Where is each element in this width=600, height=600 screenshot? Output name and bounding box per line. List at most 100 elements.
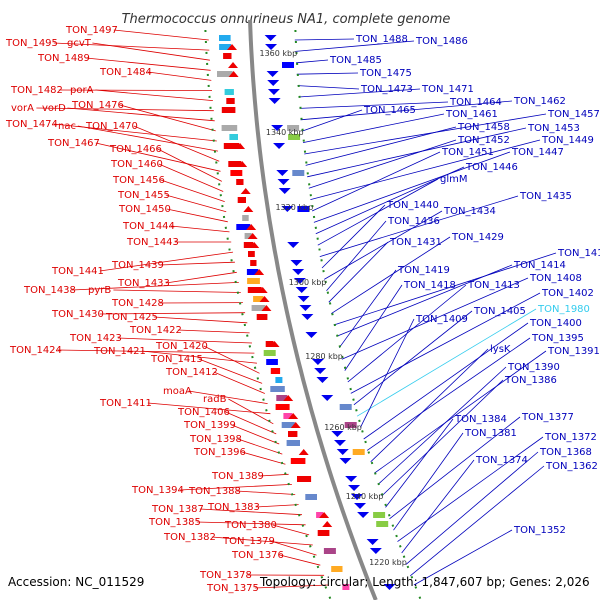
right-gene-label[interactable]: TON_1431 xyxy=(389,237,442,248)
gene-block-outer[interactable] xyxy=(305,494,317,500)
gene-block-outer[interactable] xyxy=(250,260,257,266)
gene-arrow-inner[interactable] xyxy=(297,296,310,302)
gene-arrow-inner[interactable] xyxy=(311,359,324,365)
gene-arrow-inner[interactable] xyxy=(295,287,308,293)
right-gene-label[interactable]: glmM xyxy=(440,174,468,185)
right-gene-label[interactable]: TON_1980 xyxy=(537,304,590,315)
gene-arrow-inner[interactable] xyxy=(314,368,327,374)
right-gene-label[interactable]: TON_1447 xyxy=(511,147,564,158)
gene-block-outer[interactable] xyxy=(290,458,306,464)
gene-block-outer[interactable] xyxy=(317,530,330,536)
gene-block-outer[interactable] xyxy=(283,413,293,419)
gene-arrow-outer[interactable] xyxy=(269,341,280,347)
gene-arrow-outer[interactable] xyxy=(249,242,260,248)
left-gene-label[interactable]: TON_1412 xyxy=(165,367,218,378)
gene-arrow-inner[interactable] xyxy=(357,512,370,518)
left-gene-label[interactable]: pyrB xyxy=(88,285,111,296)
gene-block-outer[interactable] xyxy=(251,305,266,311)
right-gene-label[interactable]: TON_1409 xyxy=(415,314,468,325)
gene-arrow-inner[interactable] xyxy=(292,269,305,275)
gene-arrow-inner[interactable] xyxy=(336,449,349,455)
gene-arrow-inner[interactable] xyxy=(265,44,278,50)
gene-arrow-outer[interactable] xyxy=(319,512,330,518)
gene-block-outer[interactable] xyxy=(221,125,238,131)
left-gene-label[interactable]: TON_1460 xyxy=(110,159,163,170)
gene-arrow-inner[interactable] xyxy=(273,143,286,149)
gene-block-outer[interactable] xyxy=(236,179,244,185)
gene-arrow-outer[interactable] xyxy=(243,206,254,212)
right-gene-label[interactable]: TON_1452 xyxy=(457,135,510,146)
gene-arrow-outer[interactable] xyxy=(227,44,238,50)
gene-block-outer[interactable] xyxy=(256,314,268,320)
gene-arrow-inner[interactable] xyxy=(351,494,364,500)
right-gene-label[interactable]: TON_1462 xyxy=(513,96,566,107)
right-gene-label[interactable]: TON_1453 xyxy=(527,123,580,134)
gene-block-inner[interactable] xyxy=(376,521,389,527)
right-gene-label[interactable]: lysK xyxy=(490,344,511,355)
left-gene-label[interactable]: TON_1497 xyxy=(65,25,118,36)
left-gene-label[interactable]: porA xyxy=(70,85,94,96)
right-gene-label[interactable]: TON_1464 xyxy=(449,97,502,108)
left-gene-label[interactable]: TON_1396 xyxy=(193,447,246,458)
gene-block-outer[interactable] xyxy=(237,197,246,203)
left-gene-label[interactable]: TON_1439 xyxy=(111,260,164,271)
left-gene-label[interactable]: TON_1380 xyxy=(224,520,277,531)
gene-block-outer[interactable] xyxy=(236,224,251,230)
gene-block-inner[interactable] xyxy=(352,449,365,455)
right-gene-label[interactable]: TON_1418 xyxy=(403,280,456,291)
left-gene-label[interactable]: TON_1421 xyxy=(93,346,146,357)
gene-block-outer[interactable] xyxy=(342,584,350,590)
gene-block-outer[interactable] xyxy=(297,476,312,482)
right-gene-label[interactable]: TON_1449 xyxy=(541,135,594,146)
gene-arrow-inner[interactable] xyxy=(354,503,367,509)
gene-block-inner[interactable] xyxy=(292,170,305,176)
left-gene-label[interactable]: TON_1389 xyxy=(211,471,264,482)
gene-arrow-inner[interactable] xyxy=(348,485,361,491)
left-gene-label[interactable]: TON_1425 xyxy=(105,312,158,323)
gene-block-outer[interactable] xyxy=(219,35,231,41)
gene-block-outer[interactable] xyxy=(246,269,259,275)
left-gene-label[interactable]: vorD xyxy=(42,103,66,114)
left-gene-label[interactable]: TON_1378 xyxy=(199,570,252,581)
right-gene-label[interactable]: TON_1413 xyxy=(467,280,520,291)
gene-arrow-inner[interactable] xyxy=(366,539,379,545)
gene-block-inner[interactable] xyxy=(282,62,294,68)
gene-block-outer[interactable] xyxy=(229,134,238,140)
right-gene-label[interactable]: TON_1390 xyxy=(507,362,560,373)
right-gene-label[interactable]: TON_1381 xyxy=(464,428,517,439)
right-gene-label[interactable]: TON_1435 xyxy=(519,191,572,202)
right-gene-label[interactable]: TON_1488 xyxy=(355,34,408,45)
right-gene-label[interactable]: TON_1391 xyxy=(547,346,600,357)
left-gene-label[interactable]: TON_1466 xyxy=(109,144,162,155)
right-gene-label[interactable]: TON_1395 xyxy=(531,333,584,344)
left-gene-label[interactable]: radB xyxy=(203,394,227,405)
gene-arrow-inner[interactable] xyxy=(264,35,277,41)
left-gene-label[interactable]: TON_1422 xyxy=(129,325,182,336)
gene-arrow-inner[interactable] xyxy=(305,332,318,338)
right-gene-label[interactable]: TON_1402 xyxy=(541,288,594,299)
gene-block-outer[interactable] xyxy=(230,170,243,176)
left-gene-label[interactable]: TON_1383 xyxy=(207,502,260,513)
gene-arrow-inner[interactable] xyxy=(281,206,294,212)
left-gene-label[interactable]: TON_1385 xyxy=(148,517,201,528)
gene-arrow-inner[interactable] xyxy=(277,179,290,185)
gene-arrow-inner[interactable] xyxy=(287,242,300,248)
gene-arrow-inner[interactable] xyxy=(267,89,280,95)
right-gene-label[interactable]: TON_1458 xyxy=(457,122,510,133)
left-gene-label[interactable]: TON_1456 xyxy=(112,175,165,186)
gene-arrow-outer[interactable] xyxy=(246,224,257,230)
right-gene-label[interactable]: TON_1473 xyxy=(360,84,413,95)
left-gene-label[interactable]: nac xyxy=(58,121,76,132)
left-gene-label[interactable]: TON_1382 xyxy=(163,532,216,543)
right-gene-label[interactable]: TON_1372 xyxy=(544,432,597,443)
right-gene-label[interactable]: TON_1414 xyxy=(513,260,566,271)
right-gene-labels[interactable]: TON_1488 TON_1486 TON_1485 TON_1475 TON_1473… xyxy=(329,34,600,536)
left-gene-label[interactable]: TON_1430 xyxy=(51,309,104,320)
left-gene-label[interactable]: TON_1470 xyxy=(85,121,138,132)
left-gene-label[interactable]: TON_1428 xyxy=(111,298,164,309)
gene-block-outer[interactable] xyxy=(275,404,290,410)
gene-arrow-inner[interactable] xyxy=(331,431,344,437)
gene-block-outer[interactable] xyxy=(270,368,281,374)
right-gene-label[interactable]: TON_1434 xyxy=(443,206,496,217)
gene-block-outer[interactable] xyxy=(226,98,235,104)
